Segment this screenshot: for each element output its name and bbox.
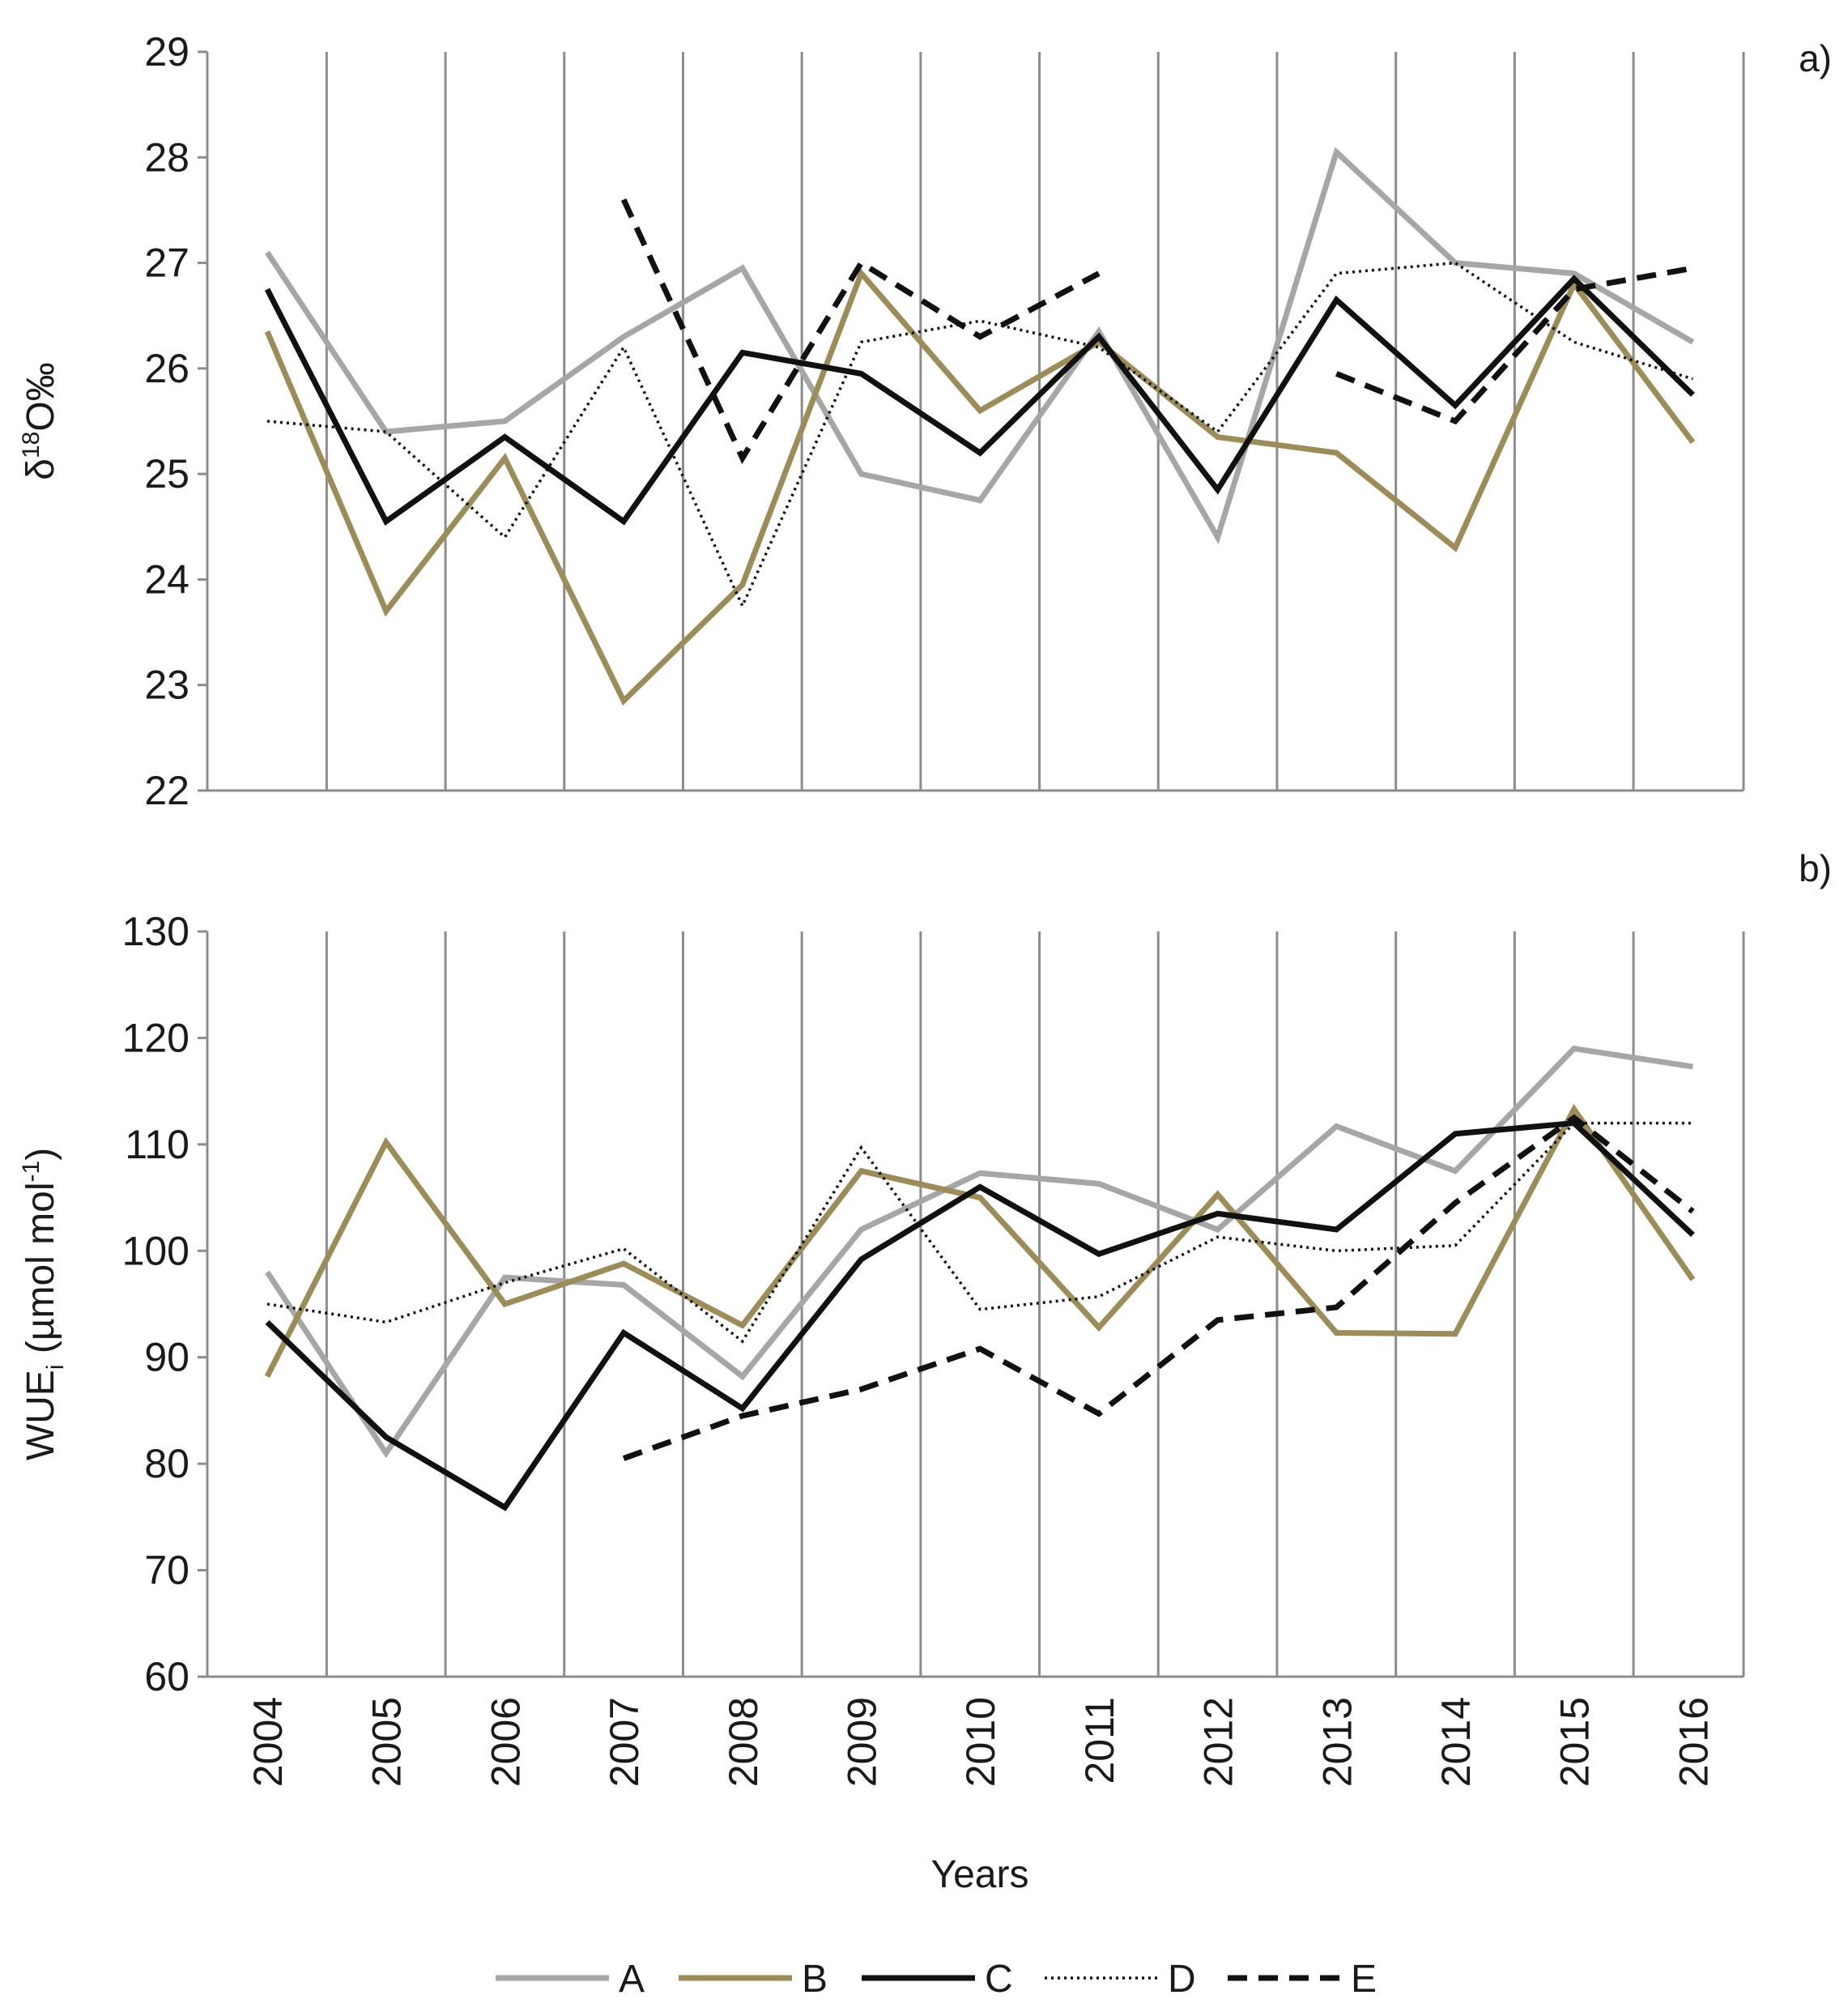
x-tick-label: 2010 [958,1697,1003,1787]
x-tick-label: 2011 [1077,1697,1122,1784]
x-tick-label: 2007 [602,1697,647,1787]
x-tick-label: 2004 [245,1697,291,1787]
series-line-E [622,1114,1695,1461]
y-tick-label: 60 [144,1654,189,1699]
panel-label: a) [1799,37,1832,79]
legend: A B C D E [496,1958,1377,2001]
y-tick-label: 120 [122,1015,189,1060]
legend-label-E: E [1351,1958,1377,2001]
y-tick-label: 80 [144,1441,189,1486]
y-tick-label: 27 [144,241,189,286]
series-line-E [620,198,1101,465]
y-tick-label: 26 [144,346,189,391]
y-tick-label: 24 [144,556,189,602]
x-tick-label: 2016 [1671,1697,1716,1787]
y-tick-label: 29 [144,29,189,75]
x-tick-label: 2012 [1196,1697,1241,1787]
x-tick-label: 2014 [1433,1697,1479,1787]
x-tick-label: 2008 [721,1697,766,1787]
y-tick-label: 25 [144,451,189,497]
x-axis-title: Years [931,1853,1029,1896]
panel-label: b) [1799,847,1832,889]
y-axis-title: δ18O‰ [18,362,62,480]
y-tick-label: 23 [144,663,189,708]
y-tick-label: 90 [144,1335,189,1380]
x-tick-label: 2009 [840,1697,885,1787]
y-tick-label: 100 [122,1228,189,1273]
y-tick-label: 22 [144,768,189,813]
legend-label-C: C [985,1958,1013,2001]
y-axis-title: WUEi (µmol mol-1) [18,1148,69,1460]
x-tick-label: 2015 [1552,1697,1598,1787]
legend-label-B: B [802,1958,828,2001]
series-line-A [265,147,1695,545]
panel-a-chart: 22 23 24 25 26 27 28 29 δ18O‰ a) [18,29,1832,813]
series-line-E [1335,265,1694,425]
y-tick-label: 110 [125,1122,189,1167]
panel-b-chart: 60 70 80 90 100 110 120 130 WUEi (µmol mol-1) b) [18,847,1832,1699]
y-tick-label: 28 [144,134,189,180]
series-line-A [265,1045,1693,1459]
series-line-D [266,261,1693,610]
legend-label-A: A [619,1958,645,2001]
y-tick-label: 70 [144,1548,189,1593]
x-tick-label: 2013 [1314,1697,1360,1787]
x-axis-tick-labels: 2004 2005 2006 2007 2008 2009 2010 2011 2012 2013… [245,1697,1716,1787]
x-tick-label: 2006 [483,1697,528,1787]
legend-label-D: D [1168,1958,1196,2001]
x-tick-label: 2005 [364,1697,410,1787]
y-tick-label: 130 [122,909,189,954]
